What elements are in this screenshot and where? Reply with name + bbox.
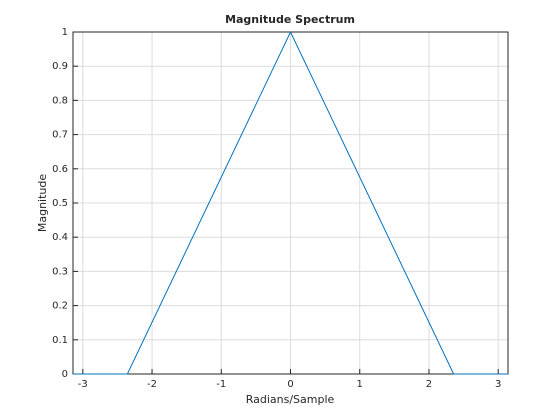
y-axis-label: Magnitude	[36, 174, 49, 233]
y-tick-label: 0	[62, 369, 68, 380]
x-tick-label: -2	[147, 379, 157, 390]
x-tick-label: 2	[426, 379, 432, 390]
y-tick-label: 0.6	[52, 164, 68, 175]
x-axis-label: Radians/Sample	[246, 393, 335, 406]
y-tick-label: 0.3	[52, 266, 68, 277]
chart-title: Magnitude Spectrum	[225, 13, 355, 26]
data-line	[73, 30, 508, 375]
y-tick-label: 0.1	[52, 335, 68, 346]
y-tick-label: 0.2	[52, 301, 68, 312]
x-tick-label: -1	[216, 379, 226, 390]
y-tick-label: 1	[62, 27, 68, 38]
y-tick-label: 0.4	[52, 232, 68, 243]
x-tick-label: 3	[495, 379, 501, 390]
y-tick-label: 0.7	[52, 130, 68, 141]
x-tick-label: 0	[287, 379, 293, 390]
y-tick-label: 0.9	[52, 61, 68, 72]
y-tick-label: 0.5	[52, 198, 68, 209]
x-tick-label: -3	[78, 379, 88, 390]
x-tick-label: 1	[357, 379, 363, 390]
y-tick-label: 0.8	[52, 95, 68, 106]
